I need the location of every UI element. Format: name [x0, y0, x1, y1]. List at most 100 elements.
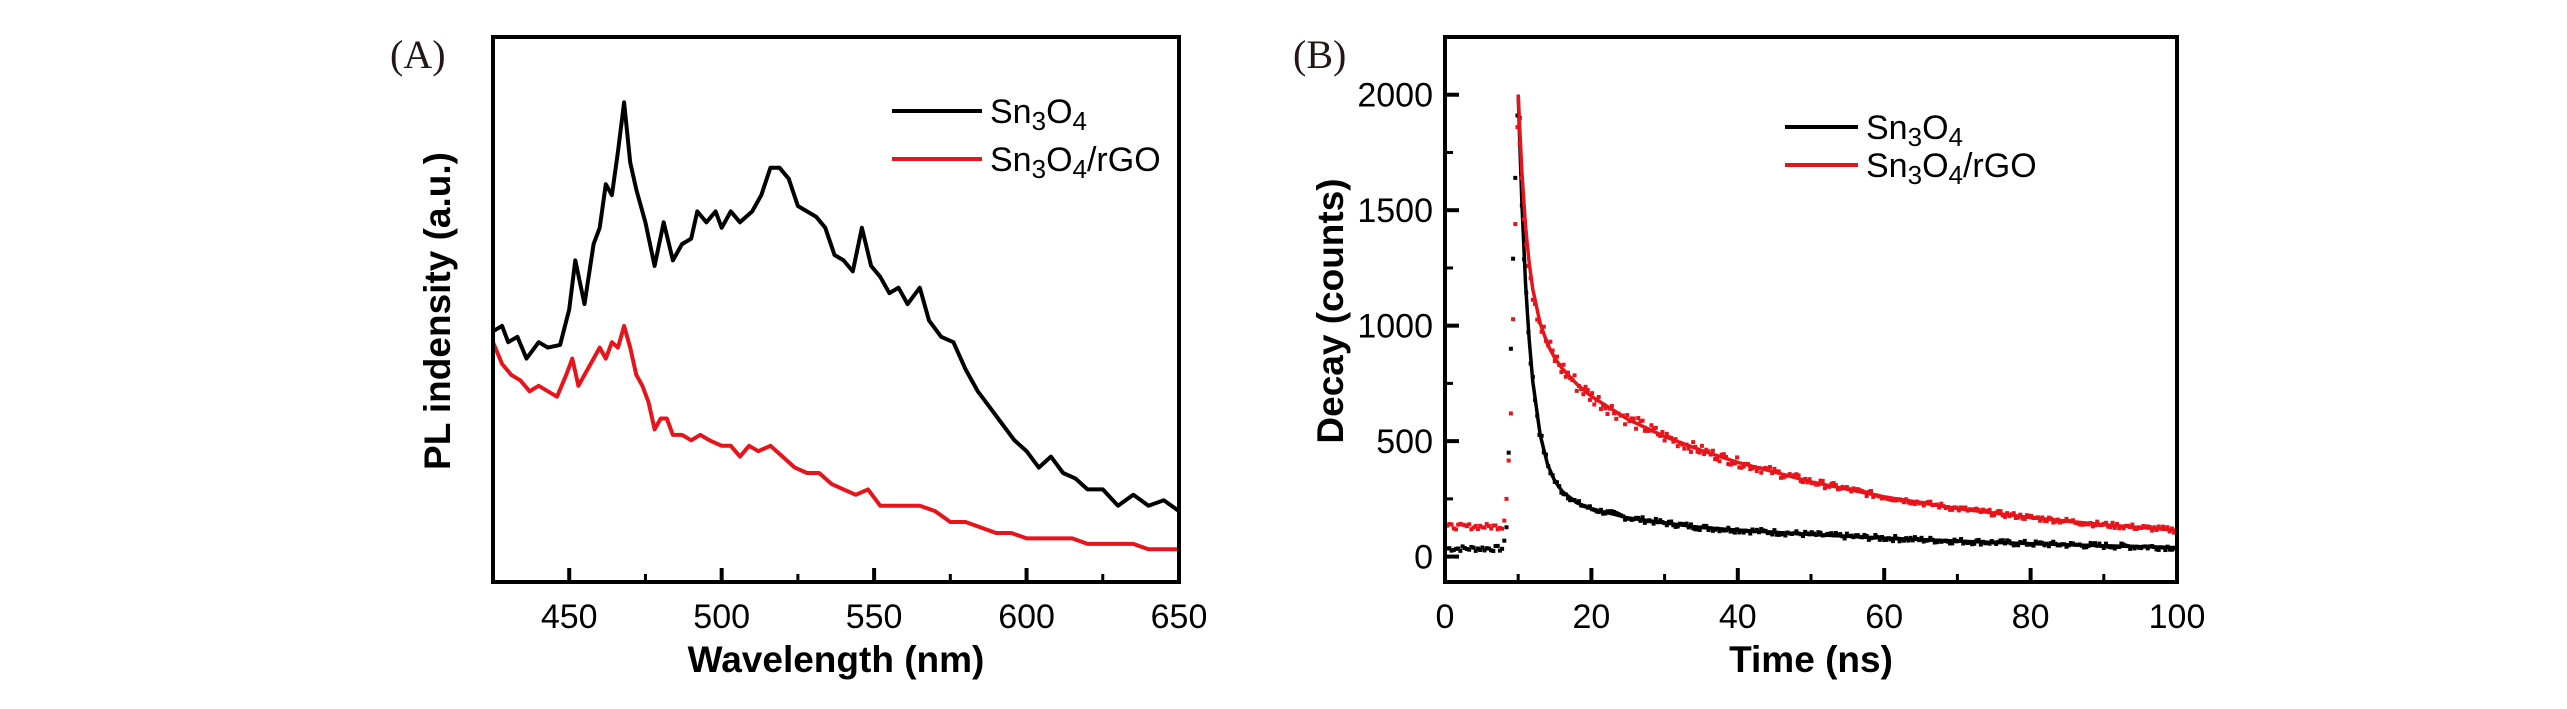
data-point: [1737, 465, 1742, 470]
data-point: [1794, 472, 1799, 477]
data-point: [1495, 527, 1500, 532]
data-point: [1664, 431, 1669, 436]
data-point: [1489, 548, 1494, 553]
data-point: [1598, 407, 1603, 412]
data-point: [1686, 446, 1691, 451]
data-point: [1653, 516, 1658, 521]
data-point: [1998, 509, 2003, 514]
data-point: [1634, 426, 1639, 431]
data-point: [1614, 416, 1619, 421]
data-point: [2024, 513, 2029, 518]
data-point: [1772, 466, 1777, 471]
data-point: [1515, 125, 1520, 130]
data-point: [2064, 544, 2069, 549]
data-point: [1495, 543, 1500, 548]
data-point: [1829, 481, 1834, 486]
data-point: [1818, 478, 1823, 483]
data-point: [1702, 452, 1707, 457]
y-tick-label: 0: [1414, 539, 1433, 577]
data-point: [1844, 485, 1849, 490]
x-tick-label: 550: [846, 598, 903, 636]
data-point: [1568, 498, 1573, 503]
data-point: [1998, 538, 2003, 543]
data-point: [1948, 541, 1953, 546]
data-point: [1910, 501, 1915, 506]
x-tick-label: 40: [1719, 598, 1757, 636]
legend-label-sn3o4-rgo: Sn3O4/rGO: [1866, 147, 2037, 190]
data-point: [1778, 475, 1783, 480]
data-point: [1669, 519, 1674, 524]
data-point: [1893, 534, 1898, 539]
data-point: [1475, 526, 1480, 531]
data-point: [1972, 541, 1977, 546]
data-point: [1906, 500, 1911, 505]
data-point: [1783, 533, 1788, 538]
data-point: [1792, 473, 1797, 478]
data-point: [1754, 469, 1759, 474]
data-point: [1587, 397, 1592, 402]
data-point: [1950, 507, 1955, 512]
data-point: [1833, 483, 1838, 488]
data-point: [2132, 526, 2137, 531]
data-point: [2169, 547, 2174, 552]
data-point: [1464, 524, 1469, 529]
data-point: [2112, 525, 2117, 530]
data-point: [1642, 520, 1647, 525]
data-point: [1730, 529, 1735, 534]
data-point: [1607, 509, 1612, 514]
data-point: [1445, 523, 1450, 528]
data-point: [1748, 531, 1753, 536]
y-tick-label: 1000: [1357, 308, 1433, 346]
data-point: [1530, 297, 1535, 302]
data-point: [1717, 459, 1722, 464]
data-point: [1675, 444, 1680, 449]
data-point: [1451, 526, 1456, 531]
data-point: [1741, 464, 1746, 469]
data-point: [1497, 525, 1502, 530]
data-point: [1950, 541, 1955, 546]
fit-line-sn3o4-rgo: [1516, 94, 2178, 533]
data-point: [1471, 545, 1476, 550]
data-point: [1511, 317, 1516, 322]
data-point: [1732, 461, 1737, 466]
data-point: [1467, 522, 1472, 527]
data-point: [1609, 403, 1614, 408]
x-tick-label: 500: [693, 598, 750, 636]
data-point: [1697, 527, 1702, 532]
data-point: [1462, 546, 1467, 551]
data-point: [1458, 548, 1463, 553]
data-point: [2046, 515, 2051, 520]
data-point: [1710, 448, 1715, 453]
legend-label-sn3o4: Sn3O4: [1866, 109, 1963, 152]
data-point: [1978, 542, 1983, 547]
data-point: [2082, 545, 2087, 550]
data-point: [1645, 428, 1650, 433]
data-point: [2046, 544, 2051, 549]
data-point: [1609, 509, 1614, 514]
data-point: [1912, 535, 1917, 540]
x-axis-ticks-a: 450 500 550 600 650: [541, 568, 1208, 636]
data-point: [1493, 523, 1498, 528]
data-point: [1640, 418, 1645, 423]
data-point: [1781, 475, 1786, 480]
data-point: [2093, 541, 2098, 546]
data-point: [1502, 538, 1507, 543]
data-point: [1658, 518, 1663, 523]
data-point: [1776, 532, 1781, 537]
data-point: [2088, 541, 2093, 546]
data-point: [1763, 465, 1768, 470]
data-point: [1893, 498, 1898, 503]
data-point: [1640, 515, 1645, 520]
data-point: [1581, 392, 1586, 397]
data-point: [1636, 416, 1641, 421]
x-tick-label: 650: [1151, 598, 1208, 636]
legend-a: Sn3O4 Sn3O4/rGO: [892, 93, 1161, 184]
series-line-sn3o4-rgo: [491, 323, 1179, 552]
data-point: [1816, 530, 1821, 535]
data-point: [1880, 496, 1885, 501]
data-point: [2163, 548, 2168, 553]
data-point: [1728, 462, 1733, 467]
